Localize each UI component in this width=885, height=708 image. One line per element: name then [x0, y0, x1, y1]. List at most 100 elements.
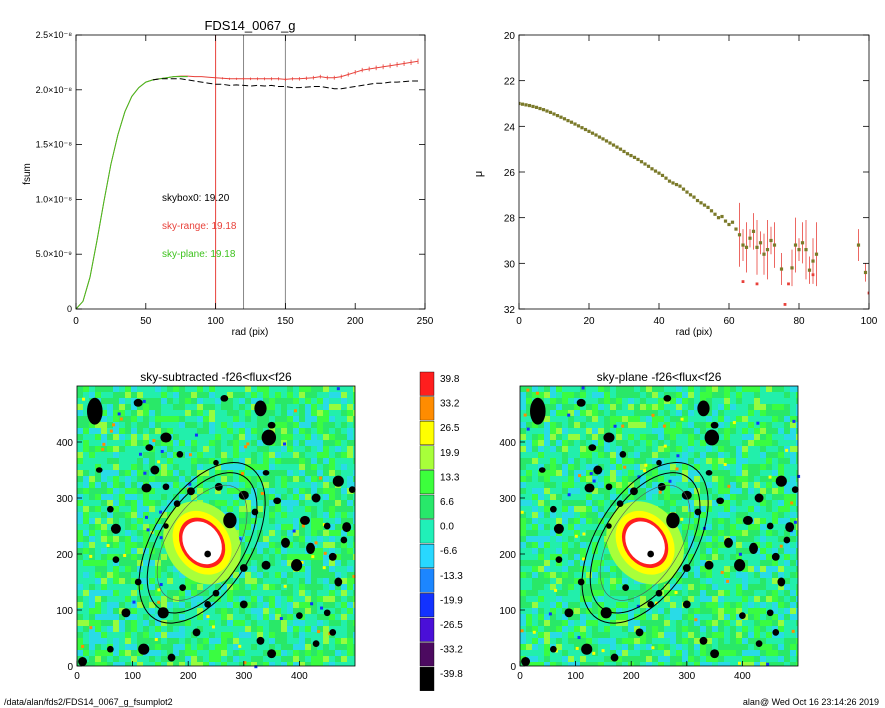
image-pixel — [335, 440, 341, 446]
image-pixel — [89, 644, 95, 650]
image-pixel — [568, 392, 574, 398]
image-pixel — [191, 422, 197, 428]
image-pixel — [634, 656, 640, 662]
image-pixel — [221, 650, 227, 656]
image-pixel — [251, 536, 257, 542]
image-pixel — [532, 386, 538, 392]
image-pixel — [568, 410, 574, 416]
image-pixel — [604, 392, 610, 398]
image-pixel — [197, 446, 203, 452]
image-pixel — [173, 458, 179, 464]
image-pixel — [305, 476, 311, 482]
image-pixel — [520, 542, 526, 548]
image-pixel — [532, 578, 538, 584]
image-pixel — [724, 530, 730, 536]
image-pixel — [550, 542, 556, 548]
image-pixel — [676, 422, 682, 428]
image-pixel — [347, 464, 353, 470]
image-pixel — [245, 536, 251, 542]
mu-data-point — [667, 179, 672, 183]
image-pixel — [724, 452, 730, 458]
image-bright-speck — [101, 447, 105, 451]
image-pixel — [197, 410, 203, 416]
image-pixel — [257, 470, 263, 476]
image-pixel — [592, 560, 598, 566]
image-pixel — [760, 452, 766, 458]
image-pixel — [742, 506, 748, 512]
image-pixel — [580, 446, 586, 452]
image-pixel — [275, 638, 281, 644]
image-pixel — [107, 542, 113, 548]
image-pixel — [317, 596, 323, 602]
image-pixel — [538, 614, 544, 620]
star-mask — [785, 522, 795, 533]
mu-data-point — [692, 195, 696, 199]
image-pixel — [293, 530, 299, 536]
image-pixel — [688, 518, 694, 524]
image-pixel — [544, 530, 550, 536]
image-pixel — [119, 470, 125, 476]
image-pixel — [652, 386, 658, 392]
image-pixel — [95, 422, 101, 428]
image-pixel — [233, 398, 239, 404]
image-pixel — [664, 590, 670, 596]
image-pixel — [604, 416, 610, 422]
image-pixel — [281, 656, 287, 662]
image-pixel — [796, 434, 798, 440]
image-pixel — [628, 578, 634, 584]
fsum-chart: FDS14_0067_g 0 50 100 150 200 25005.0×10⁻⁹1.0… — [22, 18, 434, 338]
image-pixel — [185, 494, 191, 500]
image-pixel — [736, 446, 742, 452]
image-pixel — [790, 386, 796, 392]
image-pixel — [526, 590, 532, 596]
image-pixel — [89, 500, 95, 506]
image-pixel — [353, 398, 355, 404]
image-pixel — [550, 620, 556, 626]
image-pixel — [305, 656, 311, 662]
image-pixel — [538, 596, 544, 602]
image-pixel — [197, 626, 203, 632]
image-pixel — [275, 572, 281, 578]
image-pixel — [233, 404, 239, 410]
image-pixel — [622, 500, 628, 506]
image-pixel — [706, 464, 712, 470]
image-pixel — [754, 626, 760, 632]
image-pixel — [556, 470, 562, 476]
image-pixel — [269, 572, 275, 578]
image-pixel — [574, 500, 580, 506]
image-pixel — [736, 590, 742, 596]
image-pixel — [604, 572, 610, 578]
image-pixel — [538, 542, 544, 548]
image-pixel — [640, 422, 646, 428]
mu-data-point — [643, 162, 647, 166]
colorbar-label: -6.6 — [440, 546, 458, 557]
image-pixel — [568, 458, 574, 464]
image-pixel — [323, 440, 329, 446]
star-mask — [766, 522, 774, 530]
image-pixel — [161, 398, 167, 404]
image-pixel — [113, 506, 119, 512]
image-pixel — [257, 512, 263, 518]
image-pixel — [718, 482, 724, 488]
image-pixel — [293, 488, 299, 494]
image-pixel — [658, 410, 664, 416]
image-pixel — [580, 608, 586, 614]
image-pixel — [185, 428, 191, 434]
image-pixel — [790, 476, 796, 482]
image-pixel — [706, 518, 712, 524]
image-pixel — [251, 392, 257, 398]
image-pixel — [754, 518, 760, 524]
mu-data-point — [804, 248, 808, 252]
image-pixel — [215, 404, 221, 410]
mu-data-point — [790, 266, 794, 270]
image-pixel — [221, 626, 227, 632]
image-pixel — [89, 464, 95, 470]
image-pixel — [742, 410, 748, 416]
image-pixel — [137, 614, 143, 620]
image-dark-speck — [132, 600, 136, 604]
image-pixel — [137, 392, 143, 398]
image-pixel — [574, 428, 580, 434]
image-pixel — [718, 548, 724, 554]
image-pixel — [179, 476, 185, 482]
image-pixel — [329, 500, 335, 506]
